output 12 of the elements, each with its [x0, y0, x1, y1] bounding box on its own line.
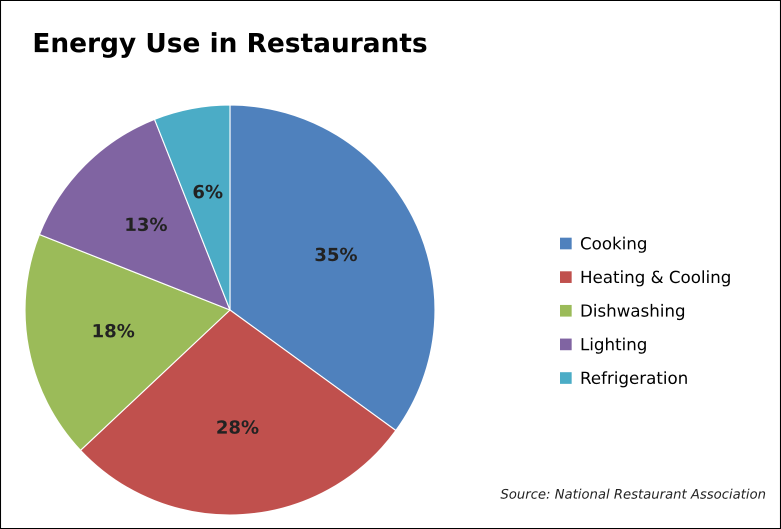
legend-label: Refrigeration [582, 371, 687, 388]
data-label: 18% [94, 324, 134, 338]
legend-label: Dishwashing [582, 304, 684, 320]
data-label: 35% [316, 248, 357, 262]
data-label: 28% [217, 420, 258, 434]
data-label: 13% [126, 218, 167, 232]
data-label: 6% [194, 184, 222, 198]
legend-label: Lighting [582, 338, 646, 354]
source-note: Source: National Restaurant Association [500, 488, 766, 499]
legend-label: Cooking [580, 236, 646, 253]
legend-label: Heating & Cooling [582, 270, 730, 286]
chart-title: Energy Use in Restaurants [34, 32, 426, 58]
